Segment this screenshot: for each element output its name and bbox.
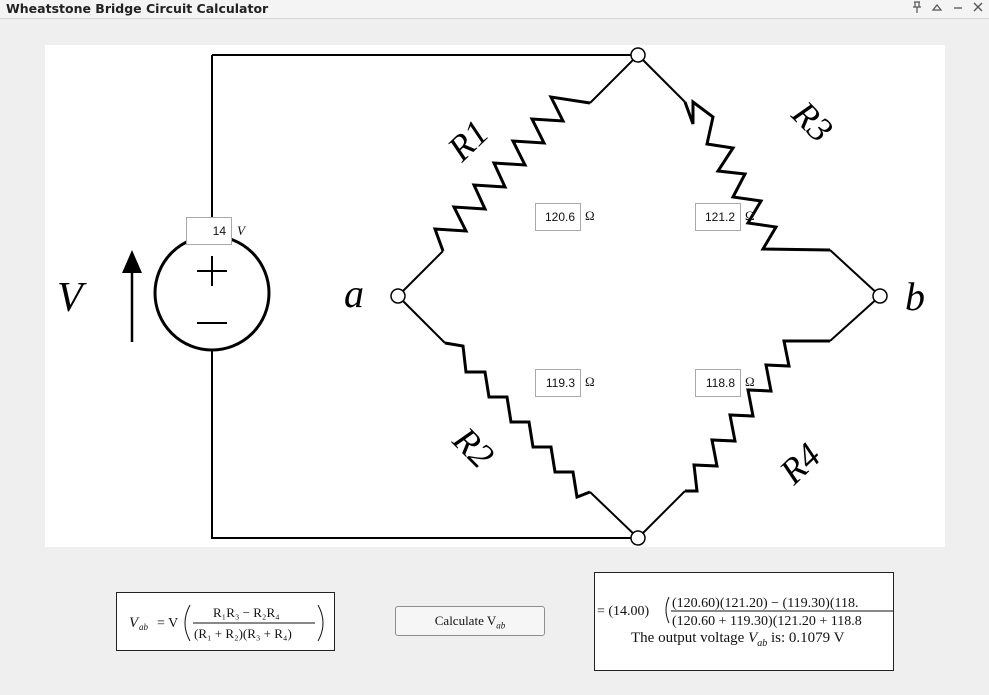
result-numerator: (120.60)(121.20) − (119.30)(118. [672, 596, 859, 611]
plus-sign [197, 256, 227, 286]
node-b-label: b [905, 274, 925, 319]
voltage-unit: V [237, 223, 245, 238]
close-icon[interactable] [970, 0, 986, 18]
voltage-input[interactable]: 14 [186, 217, 232, 245]
result-denominator: (120.60 + 119.30)(121.20 + 118.8 [672, 614, 862, 629]
calculate-button-label: Calculate V [434, 613, 497, 628]
formula-equals: = V [157, 616, 178, 631]
calculate-button-sub: ab [496, 620, 506, 631]
formula-paren-left [184, 604, 191, 642]
result-box: = (14.00) (120.60)(121.20) − (119.30)(11… [594, 572, 894, 671]
arrow-head [122, 250, 142, 273]
node-a-terminal [390, 288, 406, 304]
voltage-source [153, 234, 271, 352]
r3-input[interactable]: 121.2 [695, 203, 741, 231]
wire-r4-b [829, 295, 881, 342]
wire-r1-top [589, 54, 639, 104]
resistor-r2 [444, 341, 591, 500]
left-wire-bottom [211, 335, 638, 539]
r4-unit: Ω [745, 374, 755, 389]
label-r4: R4 [771, 435, 828, 492]
formula-numerator: R₁R₃ − R₂R₄ [213, 605, 280, 620]
r4-input[interactable]: 118.8 [695, 369, 741, 397]
node-bottom [630, 530, 646, 546]
wire-r3-b [829, 249, 881, 297]
resistor-r1 [432, 95, 591, 252]
minimize-icon[interactable] [950, 0, 966, 18]
window-title: Wheatstone Bridge Circuit Calculator [6, 1, 269, 16]
circuit-diagram: V a b R1 R3 R2 R4 14 V 120.6 Ω 121.2 Ω 1… [45, 45, 945, 547]
r2-unit: Ω [585, 374, 595, 389]
node-a-label: a [344, 271, 364, 316]
calculate-button[interactable]: Calculate Vab [395, 606, 545, 636]
formula-paren-right [317, 604, 324, 642]
result-prefix: = (14.00) [597, 604, 650, 619]
label-r2: R2 [445, 419, 502, 476]
r3-unit: Ω [745, 208, 755, 223]
r1-unit: Ω [585, 208, 595, 223]
label-r1: R1 [439, 112, 496, 169]
source-label: V [57, 275, 87, 321]
result-paren-left [665, 596, 670, 624]
node-b-terminal [872, 288, 888, 304]
formula-lhs-sub: ab [139, 622, 149, 632]
wire-bottom-r4 [637, 490, 686, 539]
pin-icon[interactable] [909, 0, 925, 18]
output-voltage-text: The output voltage Vab is: 0.1079 V [631, 630, 845, 649]
r1-input[interactable]: 120.6 [535, 203, 581, 231]
node-top [630, 47, 646, 63]
wire-a-r1 [397, 250, 444, 297]
formula-box: V ab = V R₁R₃ − R₂R₄ (R₁ + R₂)(R₃ + R₄) [116, 592, 335, 651]
wire-r2-bottom [589, 491, 639, 539]
title-bar: Wheatstone Bridge Circuit Calculator [0, 0, 989, 19]
formula-denominator: (R₁ + R₂)(R₃ + R₄) [194, 626, 292, 641]
shade-icon[interactable] [929, 0, 945, 18]
wire-top-r3 [637, 54, 686, 103]
wire-a-r2 [397, 295, 446, 344]
resistor-r4 [685, 339, 830, 493]
label-r3: R3 [784, 93, 841, 150]
resistor-r3 [683, 99, 831, 252]
r2-input[interactable]: 119.3 [535, 369, 581, 397]
formula-lhs: V [129, 615, 140, 631]
